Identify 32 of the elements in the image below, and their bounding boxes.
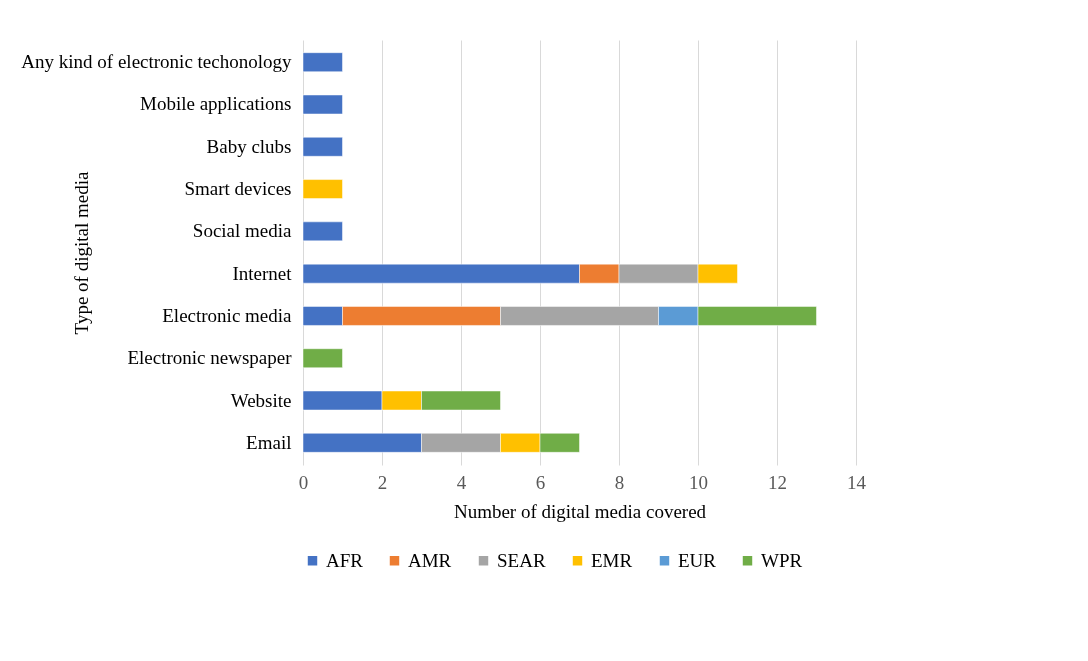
- x-tick-label: 8: [614, 471, 625, 493]
- x-tick-label: 0: [298, 471, 309, 493]
- y-axis-title: Type of digital media: [70, 171, 92, 335]
- y-tick-label: Website: [230, 389, 292, 411]
- y-tick-label: Baby clubs: [206, 135, 292, 157]
- bar: [302, 348, 343, 368]
- legend-label: EMR: [591, 549, 633, 571]
- legend-label: EUR: [678, 549, 717, 571]
- x-tick-label: 2: [377, 471, 388, 493]
- legend-label: SEAR: [497, 549, 546, 571]
- bar: [302, 52, 343, 72]
- x-tick-label: 6: [535, 471, 546, 493]
- x-tick-label: 12: [768, 471, 787, 493]
- bar: [302, 179, 343, 199]
- x-axis-title: Number of digital media covered: [453, 500, 707, 522]
- y-tick-label: Social media: [192, 220, 293, 242]
- y-tick-label: Electronic media: [162, 304, 293, 326]
- y-tick-label: Electronic newspaper: [127, 347, 293, 369]
- x-tick-label: 14: [847, 471, 867, 493]
- legend-label: AMR: [408, 549, 452, 571]
- bar: [302, 221, 343, 242]
- bar: [302, 137, 343, 157]
- x-tick-label: 4: [456, 471, 467, 493]
- y-tick-label: Smart devices: [184, 178, 292, 200]
- x-tick-label: 10: [689, 471, 708, 493]
- legend-label: WPR: [761, 549, 803, 571]
- y-tick-label: Email: [246, 431, 292, 453]
- y-tick-label: Any kind of electronic techonology: [21, 51, 292, 73]
- y-tick-label: Mobile applications: [140, 93, 292, 115]
- y-tick-label: Internet: [232, 262, 293, 284]
- bar: [302, 94, 343, 115]
- legend-label: AFR: [326, 549, 364, 571]
